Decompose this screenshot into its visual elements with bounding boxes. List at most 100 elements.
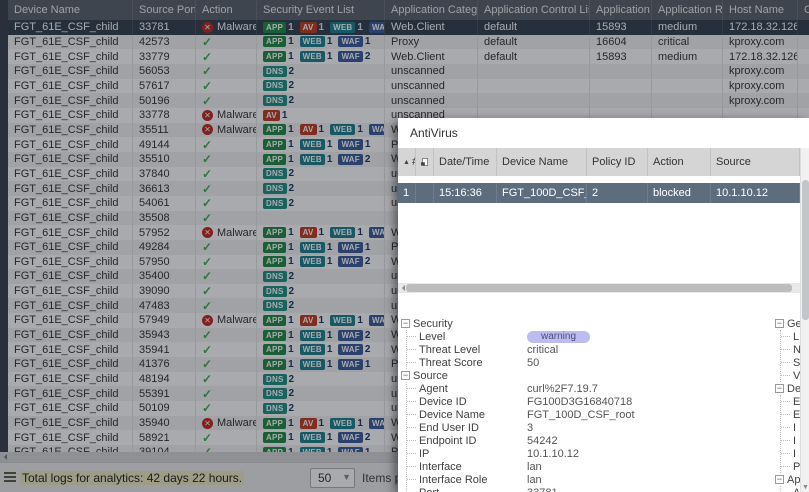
- level-badge: warning: [527, 330, 591, 343]
- web-event-badge: WEB: [330, 417, 356, 429]
- dialog-vertical-scrollbar[interactable]: ▼: [800, 148, 809, 492]
- table-row[interactable]: FGT_61E_CSF_child 50196 ✓ DNS 2 unscanned kpro…: [0, 93, 809, 108]
- column-header[interactable]: Application ID: [590, 0, 652, 20]
- source-port-cell: 35508: [133, 210, 196, 226]
- action-label: Malware: [217, 226, 257, 239]
- app-event-badge: APP: [263, 21, 287, 33]
- accept-check-icon: ✓: [202, 430, 213, 445]
- av-event-badge: AV: [299, 124, 317, 136]
- device-name-cell: FGT_61E_CSF_child: [8, 225, 133, 240]
- application-risk-cell: medium: [652, 20, 723, 35]
- scrollbar-thumb[interactable]: [802, 180, 809, 320]
- source-port-cell: 33779: [133, 49, 196, 64]
- dialog-column-header[interactable]: Device Name: [497, 148, 587, 176]
- event-count: 1: [326, 36, 333, 48]
- page-size-value: 50: [318, 471, 332, 485]
- collapse-icon[interactable]: −: [401, 318, 410, 328]
- event-count: 1: [288, 358, 294, 370]
- collapse-icon[interactable]: −: [775, 318, 784, 328]
- column-header[interactable]: C: [798, 0, 809, 20]
- action-cell: ✕ Malware: [196, 20, 257, 35]
- row-gutter: [0, 78, 8, 94]
- detail-section-label: App: [787, 473, 800, 486]
- collapse-icon[interactable]: −: [401, 370, 410, 380]
- accept-check-icon: ✓: [202, 269, 213, 284]
- sort-asc-icon: ▲: [403, 158, 410, 166]
- column-header[interactable]: Source Port: [133, 0, 196, 20]
- event-count: 1: [318, 124, 325, 136]
- dialog-column-header[interactable]: ▲#: [398, 148, 416, 176]
- action-cell: ✓: [196, 78, 257, 94]
- accept-check-icon: ✓: [202, 137, 213, 152]
- column-header[interactable]: Application Category?: [385, 0, 478, 20]
- av-event-badge: AV: [299, 227, 317, 239]
- table-row[interactable]: FGT_61E_CSF_child 56053 ✓ DNS 2 unscanned kpro…: [0, 63, 809, 79]
- accept-check-icon: ✓: [202, 445, 212, 452]
- accept-check-icon: ✓: [202, 240, 213, 255]
- table-row[interactable]: FGT_61E_CSF_child 42573 ✓ APP 1 WEB 1 WAF 1 Proxy…: [0, 34, 809, 50]
- column-header-label: Device Name: [502, 156, 569, 168]
- accept-check-icon: ✓: [202, 401, 213, 416]
- malware-icon: ✕: [202, 21, 213, 33]
- malware-icon: ✕: [202, 227, 213, 239]
- collapse-icon[interactable]: −: [775, 383, 784, 393]
- scroll-left-icon[interactable]: [1, 454, 7, 460]
- column-header[interactable]: Application Control List: [478, 0, 590, 20]
- device-name-cell: FGT_61E_CSF_child: [8, 298, 133, 314]
- dialog-column-header[interactable]: Date/Time: [434, 148, 497, 176]
- device-name-cell: FGT_61E_CSF_child: [8, 93, 133, 108]
- scroll-down-icon[interactable]: ▼: [802, 484, 809, 491]
- detail-section: −DesEEIIIP: [775, 382, 800, 473]
- scrollbar-thumb[interactable]: [406, 284, 792, 292]
- source-port-cell: 50109: [133, 401, 196, 416]
- column-header-label: Host Name: [729, 4, 785, 16]
- security-event-list-cell: DNS 2: [257, 371, 385, 387]
- column-header[interactable]: Application Risk: [652, 0, 723, 20]
- dns-event-badge: DNS: [263, 285, 287, 297]
- table-row[interactable]: FGT_61E_CSF_child 33781 ✕ Malware APP 1 AV 1 WEB…: [0, 20, 809, 35]
- detail-item-value: critical: [527, 343, 559, 356]
- page-size-select[interactable]: 50 ▼: [310, 468, 355, 488]
- column-header[interactable]: Host Name: [723, 0, 798, 20]
- table-row[interactable]: FGT_61E_CSF_child 57617 ✓ DNS 2 unscanned kpro…: [0, 78, 809, 94]
- application-category-cell: Web.Client: [385, 20, 478, 35]
- dialog-column-header[interactable]: [416, 148, 434, 176]
- waf-event-badge: WAF: [338, 256, 363, 268]
- detail-item: L: [781, 330, 800, 343]
- dialog-column-header[interactable]: Policy ID: [587, 148, 648, 176]
- dialog-column-header[interactable]: Action: [648, 148, 711, 176]
- action-cell: ✓: [196, 269, 257, 284]
- detail-item-label: Interface Role: [419, 473, 488, 486]
- source-port-cell: 39090: [133, 283, 196, 299]
- device-name-cell: FGT_61E_CSF_child: [8, 313, 133, 328]
- column-header-label: Application ID: [596, 4, 651, 16]
- waf-event-badge: WAF: [338, 139, 363, 151]
- host-name-cell: kproxy.com: [723, 78, 798, 94]
- device-name-cell: FGT_61E_CSF_child: [8, 137, 133, 152]
- dialog-horizontal-scrollbar[interactable]: [398, 283, 800, 293]
- source-port-cell: 35940: [133, 415, 196, 431]
- dialog-column-header[interactable]: Source: [711, 148, 800, 176]
- device-name-cell: FGT_61E_CSF_child: [8, 357, 133, 372]
- row-gutter: [0, 342, 8, 358]
- dialog-table-row[interactable]: 1 15:16:36FGT_100D_CSF_root2blocked10.1.1…: [398, 183, 800, 203]
- web-event-badge: WEB: [299, 36, 325, 48]
- column-header[interactable]: Device Name: [8, 0, 133, 20]
- source-port-cell: 36613: [133, 181, 196, 196]
- row-gutter: [0, 254, 8, 270]
- collapse-icon[interactable]: −: [775, 474, 784, 484]
- security-event-list-cell: APP 1 WEB 1 WAF 2: [257, 327, 385, 343]
- column-header[interactable]: Security Event List: [257, 0, 385, 20]
- column-header-label: Policy ID: [592, 156, 636, 168]
- security-event-list-cell: AV 1: [257, 107, 385, 123]
- detail-section: −GenLNSV: [775, 317, 800, 382]
- scroll-left-icon[interactable]: [399, 285, 405, 291]
- detail-item-label: I: [793, 434, 797, 447]
- table-row[interactable]: FGT_61E_CSF_child 33779 ✓ APP 1 WEB 1 WAF 2 Web.C…: [0, 49, 809, 64]
- security-event-list-cell: APP 1 WEB 1 WAF 2: [257, 49, 385, 64]
- column-header[interactable]: Action: [196, 0, 257, 20]
- detail-item-label: V: [793, 369, 800, 382]
- security-event-list-cell: DNS 2: [257, 401, 385, 416]
